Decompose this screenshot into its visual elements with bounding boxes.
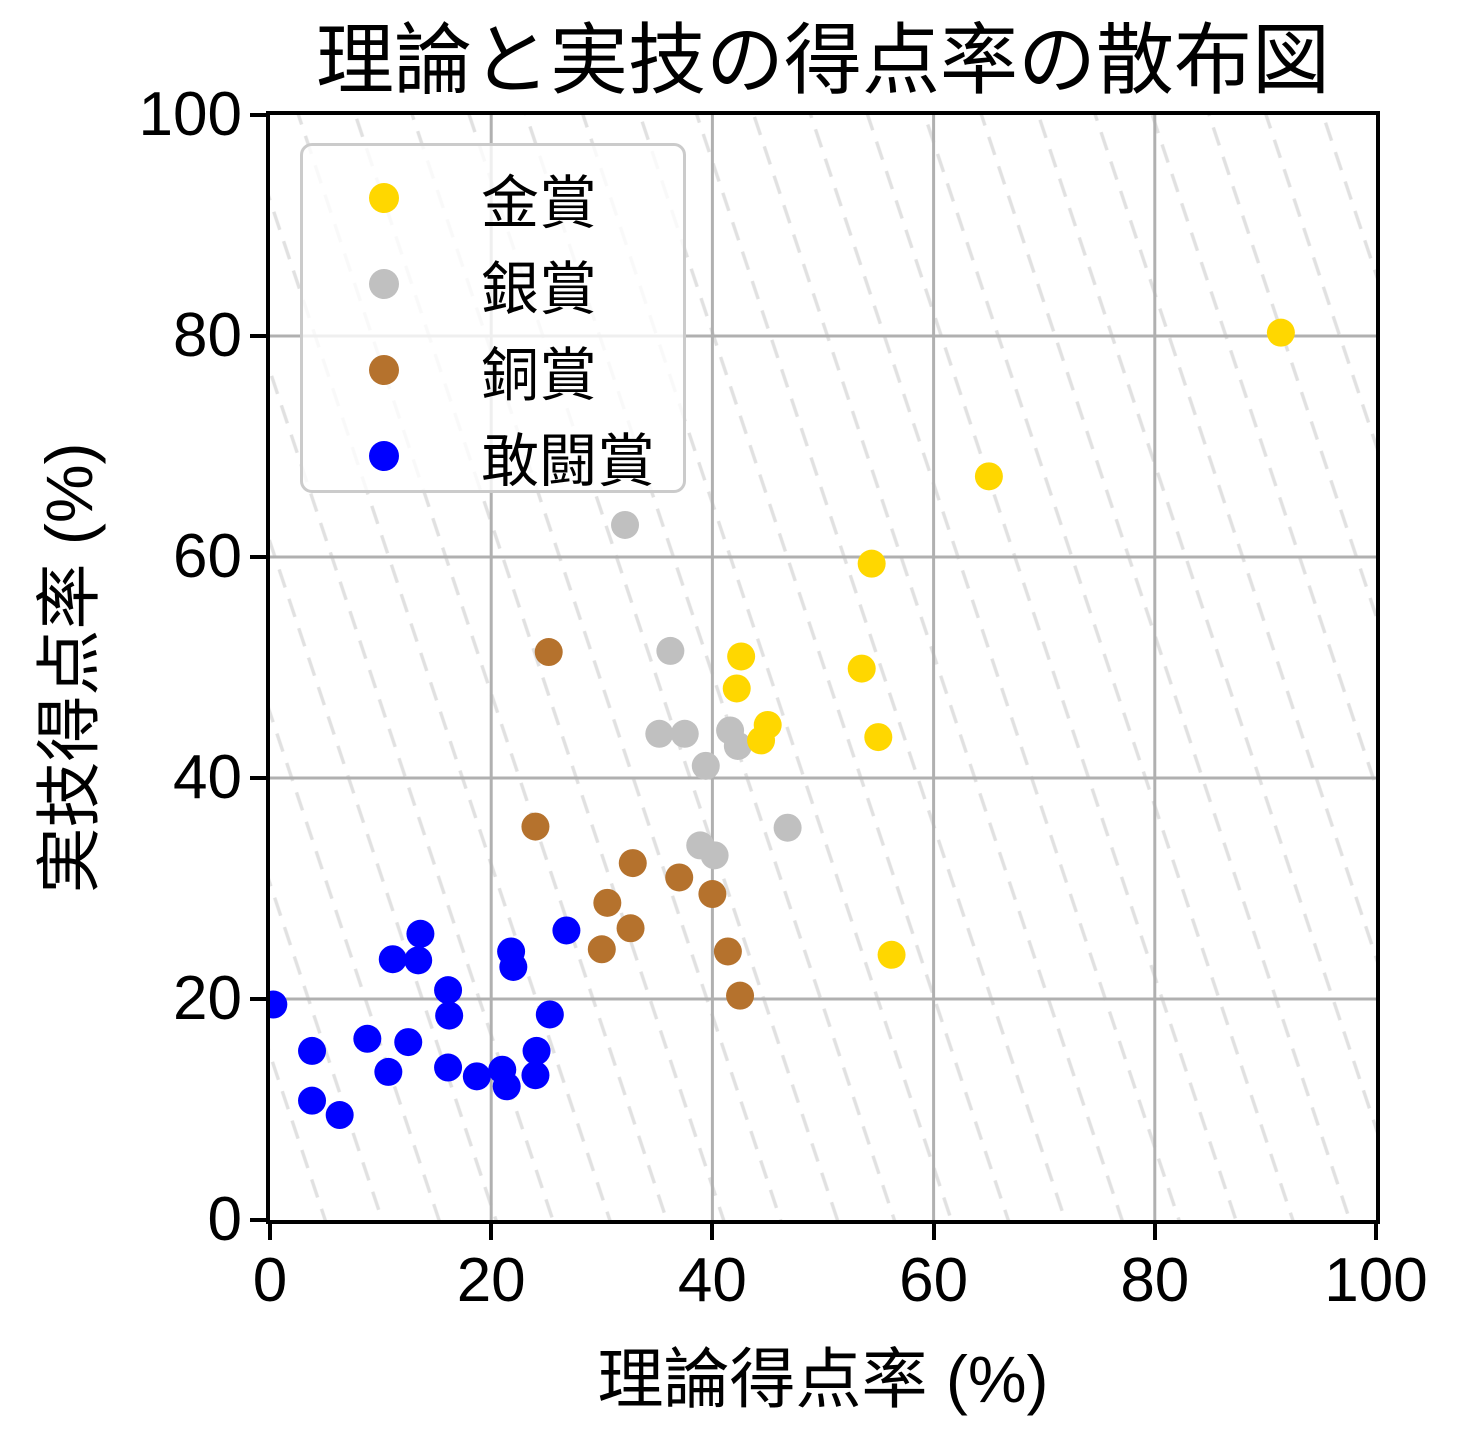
x-tick-mark [1374, 1224, 1378, 1240]
scatter-point [521, 812, 550, 841]
legend-label: 金賞 [481, 171, 598, 236]
scatter-point [722, 674, 751, 703]
legend-item-silver: 銀賞 [303, 241, 683, 327]
x-tick-label: 20 [456, 1246, 526, 1315]
fighting-spirit-marker-icon [369, 441, 399, 471]
scatter-point [325, 1101, 354, 1130]
y-tick-label: 80 [173, 301, 242, 370]
scatter-point [492, 1072, 521, 1101]
scatter-point [656, 636, 685, 665]
scatter-point [611, 510, 640, 539]
scatter-point [727, 642, 756, 671]
x-tick-mark [710, 1224, 715, 1240]
silver-marker-icon [369, 269, 399, 299]
scatter-point [645, 719, 674, 748]
gold-marker-icon [369, 183, 399, 213]
x-tick-mark [489, 1224, 494, 1240]
y-axis-label: 実技得点率 (%) [32, 442, 106, 894]
y-tick-mark [250, 997, 266, 1001]
x-tick-mark [268, 1224, 272, 1240]
legend-item-bronze: 銅賞 [303, 327, 683, 413]
scatter-point [723, 731, 752, 760]
legend: 金賞 銀賞 銅賞 敢闘賞 [300, 143, 686, 494]
grid-layer [270, 115, 1376, 1220]
scatter-point [616, 914, 645, 943]
scatter-point [847, 654, 876, 683]
scatter-point [406, 919, 435, 948]
legend-item-fighting-spirit: 敢闘賞 [303, 413, 683, 499]
scatter-point [864, 723, 893, 752]
y-tick-label: 60 [173, 522, 242, 591]
scatter-point [877, 940, 906, 969]
scatter-point [974, 462, 1003, 491]
scatter-point [587, 935, 616, 964]
scatter-point [773, 813, 802, 842]
legend-label: 敢闘賞 [481, 429, 656, 494]
x-tick-label: 40 [677, 1246, 747, 1315]
point-layer [270, 318, 1295, 1130]
y-tick-mark [250, 1218, 266, 1222]
scatter-point [378, 945, 407, 974]
scatter-point [434, 1053, 463, 1082]
x-tick-label: 100 [1324, 1246, 1428, 1315]
scatter-point [857, 549, 886, 578]
x-tick-label: 80 [1120, 1246, 1190, 1315]
scatter-point [1266, 318, 1295, 347]
scatter-point [726, 981, 755, 1010]
scatter-point [298, 1036, 327, 1065]
scatter-point [618, 849, 647, 878]
y-tick-label: 100 [138, 80, 242, 149]
bronze-marker-icon [369, 355, 399, 385]
scatter-point [404, 946, 433, 975]
scatter-point [698, 880, 727, 909]
scatter-point [522, 1036, 551, 1065]
scatter-point [534, 638, 563, 667]
legend-item-gold: 金賞 [303, 155, 683, 241]
scatter-point [665, 863, 694, 892]
scatter-point [435, 1001, 464, 1030]
scatter-point [713, 937, 742, 966]
scatter-point [747, 726, 776, 755]
scatter-point [353, 1024, 382, 1053]
y-tick-mark [250, 776, 266, 780]
x-tick-mark [931, 1224, 936, 1240]
x-tick-label: 0 [252, 1246, 288, 1315]
scatter-point [535, 1000, 564, 1029]
scatter-point [700, 841, 729, 870]
x-tick-mark [1152, 1224, 1157, 1240]
y-tick-label: 0 [207, 1185, 242, 1254]
y-tick-label: 20 [173, 964, 242, 1033]
scatter-point [691, 751, 720, 780]
scatter-point [670, 719, 699, 748]
scatter-point [521, 1061, 550, 1090]
x-tick-label: 60 [899, 1246, 969, 1315]
scatter-point [593, 888, 622, 917]
scatter-point [462, 1062, 491, 1091]
scatter-point [434, 976, 463, 1005]
scatter-point [552, 916, 581, 945]
y-tick-mark [250, 113, 266, 117]
legend-label: 銀賞 [481, 257, 598, 322]
x-axis-label: 理論得点率 (%) [597, 1342, 1049, 1416]
y-tick-label: 40 [173, 743, 242, 812]
y-tick-mark [250, 334, 266, 338]
y-tick-mark [250, 555, 266, 559]
scatter-point [374, 1057, 403, 1086]
legend-label: 銅賞 [481, 343, 598, 408]
scatter-point [270, 990, 288, 1019]
scatter-point [499, 952, 528, 981]
chart-title: 理論と実技の得点率の散布図 [315, 16, 1330, 104]
scatter-point [394, 1028, 423, 1057]
scatter-point [298, 1086, 327, 1115]
